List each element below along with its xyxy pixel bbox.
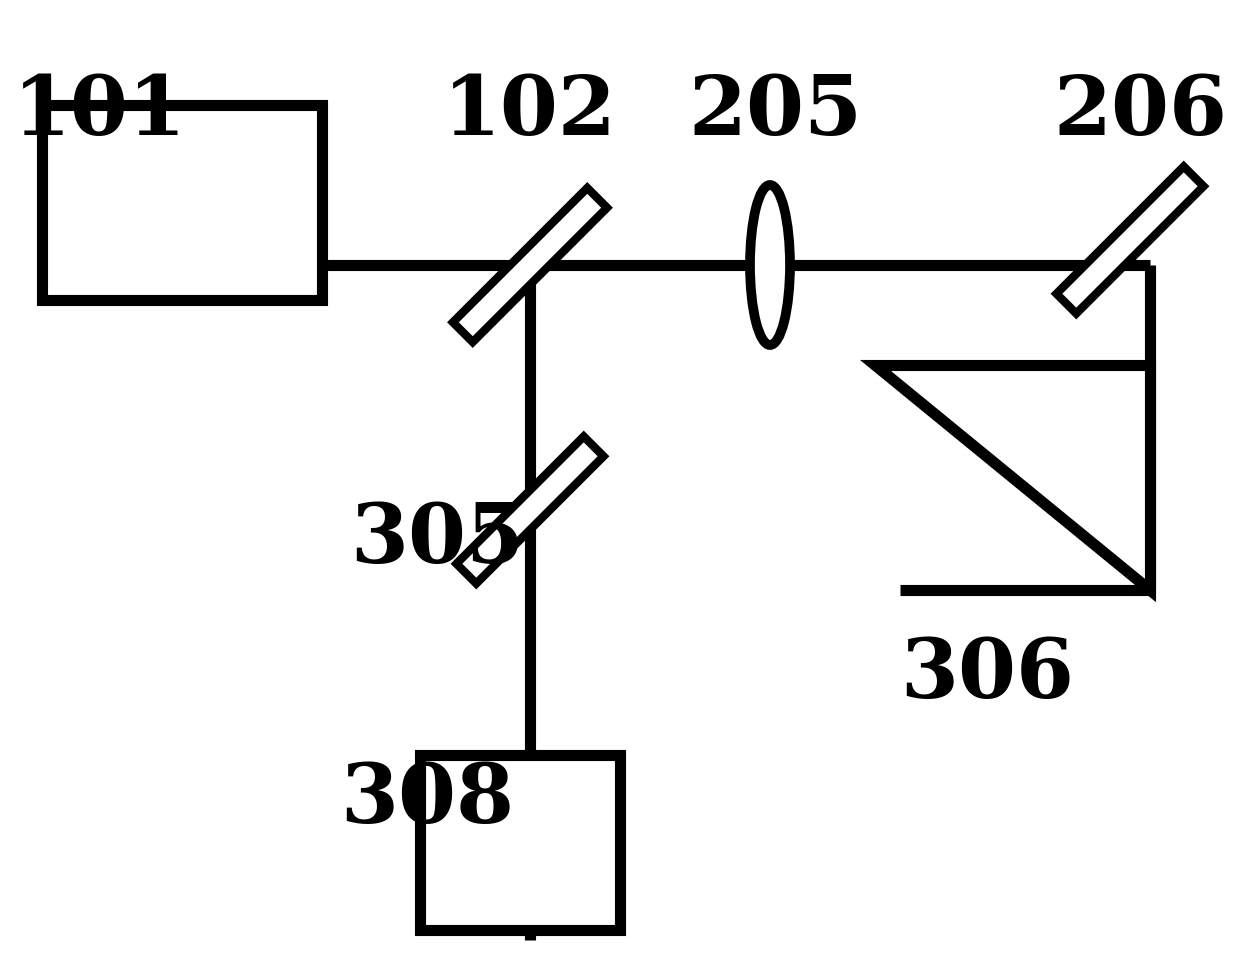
- Text: 308: 308: [339, 760, 514, 840]
- Ellipse shape: [750, 185, 790, 345]
- Bar: [420, 755, 620, 930]
- Text: 101: 101: [14, 72, 187, 152]
- Text: 102: 102: [444, 72, 617, 152]
- Text: 306: 306: [900, 635, 1074, 715]
- Polygon shape: [453, 188, 607, 342]
- Polygon shape: [456, 436, 603, 584]
- Text: 205: 205: [688, 72, 862, 152]
- Polygon shape: [875, 365, 1150, 590]
- Text: 305: 305: [349, 500, 524, 580]
- Polygon shape: [1057, 166, 1203, 314]
- Text: 206: 206: [1053, 72, 1227, 152]
- Bar: [42, 105, 322, 300]
